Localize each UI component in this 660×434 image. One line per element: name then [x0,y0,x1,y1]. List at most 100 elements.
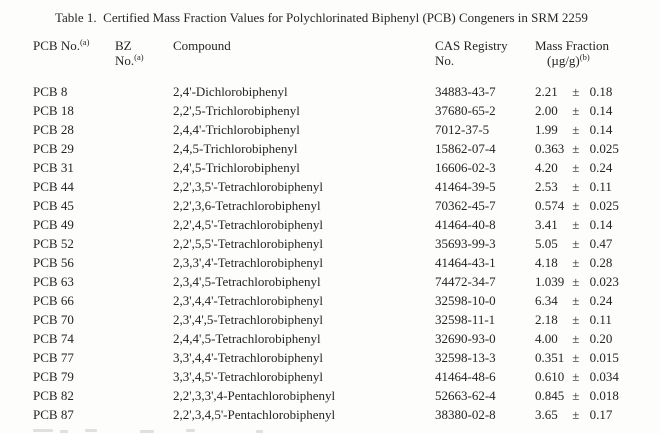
mass-fraction-uncertainty: 0.018 [589,388,619,403]
compound-cell: 2,2',5-Trichlorobiphenyl [173,103,300,118]
mass-fraction-cell: 4.20 ± 0.24 [535,158,652,177]
compound-cell: 2,2',4,5'-Tetrachlorobiphenyl [173,217,323,232]
mass-fraction-uncertainty: 0.24 [589,160,613,175]
mass-fraction-value: 6.34 [535,293,558,308]
header-cas-line1: CAS Registry [435,38,508,53]
header-pcb-no: PCB No.(a) [33,38,115,53]
plus-minus-sign: ± [572,255,580,270]
mass-fraction-cell: 6.34 ± 0.24 [535,291,652,310]
mass-fraction-value: 4.20 [535,160,558,175]
plus-minus-sign: ± [572,236,580,251]
plus-minus-sign: ± [572,312,580,327]
mass-fraction-uncertainty: 0.47 [589,236,613,251]
compound-cell: 2,2',3,3',4-Pentachlorobiphenyl [173,388,336,403]
mass-fraction-value: 0.610 [535,369,565,384]
mass-fraction-cell: 3.41 ± 0.14 [535,215,652,234]
table-row: PCB 82 2,2',3,3',4-Pentachlorobiphenyl 5… [33,386,652,405]
mass-fraction-cell: 0.351 ± 0.015 [535,348,652,367]
compound-cell: 2,3,4',5-Tetrachlorobiphenyl [173,274,321,289]
cas-number-cell: 74472-34-7 [435,274,496,289]
mass-fraction-value: 4.00 [535,331,558,346]
mass-fraction-value: 3.65 [535,407,558,422]
header-bz-line1: BZ [115,38,132,53]
mass-fraction-uncertainty: 0.023 [589,274,619,289]
mass-fraction-value: 4.18 [535,255,558,270]
compound-cell: 3,3',4,5'-Tetrachlorobiphenyl [173,369,323,384]
mass-fraction-value: 0.351 [535,350,565,365]
cas-number-cell: 32598-11-1 [435,312,496,327]
mass-fraction-cell: 4.18 ± 0.28 [535,253,652,272]
cas-number-cell: 35693-99-3 [435,236,496,251]
pcb-no-cell: PCB 44 [33,179,74,194]
header-cas-line2: No. [435,53,455,68]
cutoff-footnote-fragment [85,429,97,432]
table-row: PCB 44 2,2',3,5'-Tetrachlorobiphenyl 414… [33,177,652,196]
plus-minus-sign: ± [572,217,580,232]
cas-number-cell: 16606-02-3 [435,160,496,175]
header-mass-line2: (µg/g)(b) [535,53,652,68]
pcb-no-cell: PCB 8 [33,84,68,99]
pcb-no-cell: PCB 74 [33,331,74,346]
header-pcb-no-label: PCB No. [33,38,80,53]
plus-minus-sign: ± [572,407,580,422]
mass-fraction-value: 5.05 [535,236,558,251]
mass-fraction-cell: 0.363 ± 0.025 [535,139,652,158]
mass-fraction-uncertainty: 0.015 [589,350,619,365]
mass-fraction-value: 2.18 [535,312,558,327]
mass-fraction-cell: 5.05 ± 0.47 [535,234,652,253]
compound-cell: 2,4,5-Trichlorobiphenyl [173,141,298,156]
cas-number-cell: 41464-43-1 [435,255,496,270]
table-row: PCB 49 2,2',4,5'-Tetrachlorobiphenyl 414… [33,215,652,234]
table-row: PCB 66 2,3',4,4'-Tetrachlorobiphenyl 325… [33,291,652,310]
pcb-no-cell: PCB 66 [33,293,74,308]
mass-fraction-uncertainty: 0.14 [589,217,613,232]
table-row: PCB 52 2,2',5,5'-Tetrachlorobiphenyl 356… [33,234,652,253]
mass-fraction-cell: 2.53 ± 0.11 [535,177,652,196]
header-mass-line1: Mass Fraction [535,38,610,53]
cutoff-footnote-fragment [186,429,195,432]
compound-cell: 2,4,4',5-Tetrachlorobiphenyl [173,331,321,346]
mass-fraction-uncertainty: 0.025 [589,141,619,156]
compound-cell: 2,2',3,5'-Tetrachlorobiphenyl [173,179,323,194]
cas-number-cell: 7012-37-5 [435,122,490,137]
pcb-no-cell: PCB 29 [33,141,74,156]
table-row: PCB 79 3,3',4,5'-Tetrachlorobiphenyl 414… [33,367,652,386]
table-row: PCB 77 3,3',4,4'-Tetrachlorobiphenyl 325… [33,348,652,367]
mass-fraction-uncertainty: 0.17 [589,407,613,422]
table-row: PCB 45 2,2',3,6-Tetrachlorobiphenyl 7036… [33,196,652,215]
plus-minus-sign: ± [572,179,580,194]
cas-number-cell: 70362-45-7 [435,198,496,213]
compound-cell: 2,3',4',5-Tetrachlorobiphenyl [173,312,323,327]
mass-fraction-cell: 0.574 ± 0.025 [535,196,652,215]
pcb-no-cell: PCB 49 [33,217,74,232]
footnote-marker-a: (a) [134,52,144,62]
mass-fraction-cell: 2.18 ± 0.11 [535,310,652,329]
table-row: PCB 56 2,3,3',4'-Tetrachlorobiphenyl 414… [33,253,652,272]
plus-minus-sign: ± [572,160,580,175]
mass-fraction-cell: 1.039 ± 0.023 [535,272,652,291]
mass-fraction-cell: 0.610 ± 0.034 [535,367,652,386]
cas-number-cell: 15862-07-4 [435,141,496,156]
mass-fraction-cell: 3.65 ± 0.17 [535,405,652,424]
compound-cell: 2,3,3',4'-Tetrachlorobiphenyl [173,255,323,270]
pcb-no-cell: PCB 52 [33,236,74,251]
cas-number-cell: 52663-62-4 [435,388,496,403]
compound-cell: 2,4',5-Trichlorobiphenyl [173,160,300,175]
table-row: PCB 8 2,4'-Dichlorobiphenyl 34883-43-7 2… [33,82,652,101]
compound-cell: 2,2',3,4,5'-Pentachlorobiphenyl [173,407,336,422]
mass-fraction-value: 0.363 [535,141,565,156]
header-bz-no: BZ No.(a) [115,38,173,68]
mass-fraction-uncertainty: 0.20 [589,331,613,346]
compound-cell: 2,4'-Dichlorobiphenyl [173,84,288,99]
compound-cell: 2,2',3,6-Tetrachlorobiphenyl [173,198,321,213]
pcb-no-cell: PCB 45 [33,198,74,213]
mass-fraction-cell: 0.845 ± 0.018 [535,386,652,405]
pcb-no-cell: PCB 77 [33,350,74,365]
mass-fraction-uncertainty: 0.14 [589,103,613,118]
cas-number-cell: 41464-39-5 [435,179,496,194]
pcb-no-cell: PCB 28 [33,122,74,137]
cas-number-cell: 32598-10-0 [435,293,496,308]
mass-fraction-value: 2.00 [535,103,558,118]
cas-number-cell: 32690-93-0 [435,331,496,346]
plus-minus-sign: ± [572,388,580,403]
